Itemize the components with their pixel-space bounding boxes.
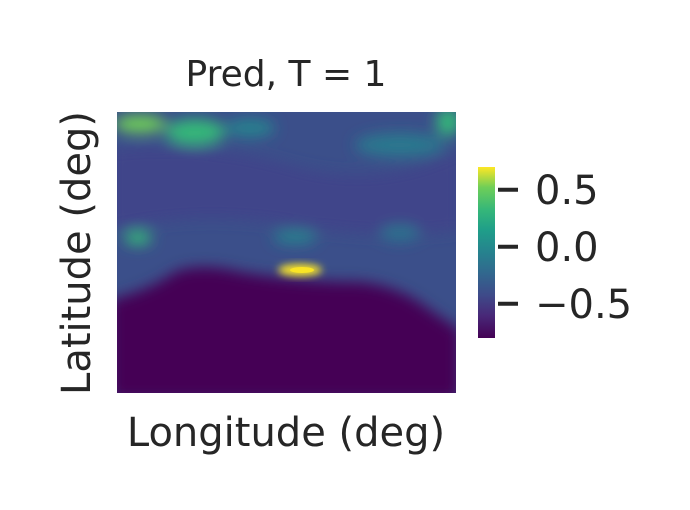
heatmap bbox=[117, 112, 456, 393]
heatmap-left-spot bbox=[124, 231, 152, 245]
colorbar-tick-label: 0.5 bbox=[535, 168, 599, 214]
colorbar: 0.5 0.0 −0.5 bbox=[478, 167, 632, 338]
heatmap-top-teal bbox=[225, 119, 275, 137]
heatmap-right-teal-2 bbox=[380, 225, 420, 241]
heatmap-mid-band bbox=[117, 147, 456, 234]
heatmap-top-left-hotspot bbox=[117, 115, 166, 133]
heatmap-mid-teal bbox=[273, 230, 317, 244]
x-axis-label: Longitude (deg) bbox=[127, 410, 445, 456]
colorbar-ticks: 0.5 0.0 −0.5 bbox=[498, 168, 632, 328]
colorbar-gradient bbox=[478, 167, 495, 338]
heatmap-lower-land-mass bbox=[117, 267, 456, 393]
heatmap-right-edge-green bbox=[436, 112, 456, 136]
heatmap-bright-spot-core bbox=[290, 267, 314, 273]
chart-title: Pred, T = 1 bbox=[186, 54, 387, 95]
y-axis-label: Latitude (deg) bbox=[54, 111, 100, 395]
heatmap-top-green-1 bbox=[165, 119, 225, 145]
heatmap-top-right-teal bbox=[355, 133, 445, 157]
colorbar-tick-label: 0.0 bbox=[535, 225, 599, 271]
colorbar-tick-label: −0.5 bbox=[535, 282, 632, 328]
